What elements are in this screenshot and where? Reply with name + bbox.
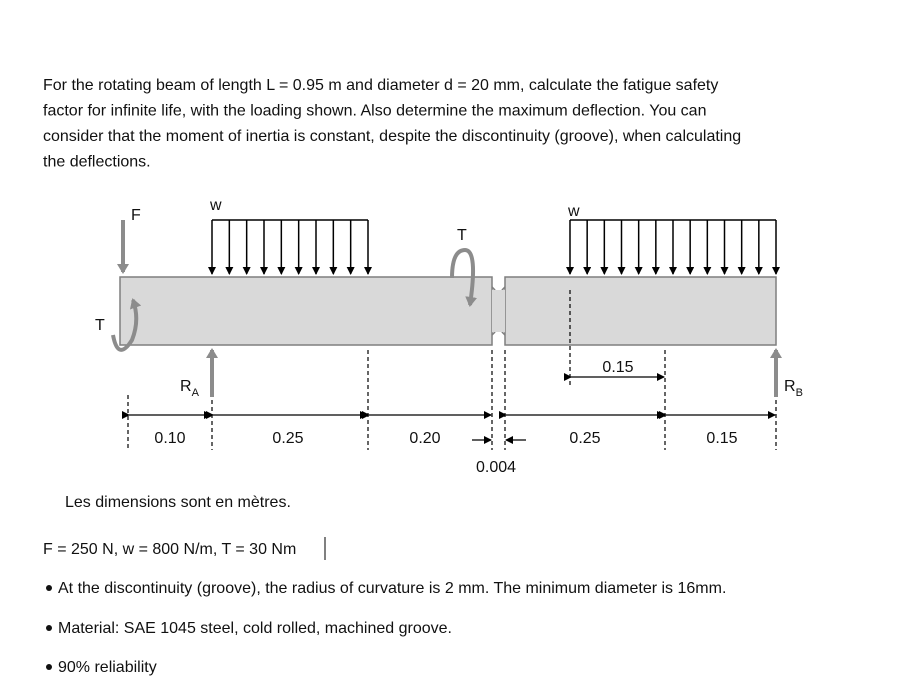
bullet-text: Material: SAE 1045 steel, cold rolled, m… (58, 620, 452, 637)
note: Les dimensions sont en mètres. (65, 494, 291, 511)
reaction-b: RB (784, 378, 803, 399)
dimension-label: 0.004 (476, 459, 516, 476)
intro-line: the deflections. (43, 154, 151, 171)
torque-right-label: T (457, 227, 467, 244)
reaction-b-label: R (784, 378, 796, 395)
intro-line: For the rotating beam of length L = 0.95… (43, 77, 718, 94)
intro: For the rotating beam of length L = 0.95… (43, 77, 741, 171)
torque-right-arrow (450, 247, 478, 307)
reaction-a: RA (180, 378, 200, 399)
dimension-label: 0.25 (272, 430, 303, 447)
intro-line: consider that the moment of inertia is c… (43, 128, 741, 145)
dimension-label: 0.20 (409, 430, 440, 447)
bullet-text: At the discontinuity (groove), the radiu… (58, 580, 726, 597)
intro-line: factor for infinite life, with the loadi… (43, 103, 706, 120)
torque-left-label: T (95, 317, 105, 334)
reaction-a-subscript: A (192, 387, 200, 399)
groove-fill (492, 290, 505, 332)
dimension-label: 0.15 (706, 430, 737, 447)
load-left-label: w (209, 197, 222, 214)
reaction-b-subscript: B (796, 387, 803, 399)
givens: F = 250 N, w = 800 N/m, T = 30 Nm (43, 541, 296, 558)
force-label: F (131, 207, 141, 224)
bullet-dot (46, 585, 52, 591)
bullets: At the discontinuity (groove), the radiu… (46, 580, 726, 676)
torque-left-arrow (111, 298, 142, 352)
bullet-dot (46, 664, 52, 670)
load-right-label: w (567, 203, 580, 220)
reaction-a-label: R (180, 378, 192, 395)
top-dimension-label: 0.15 (602, 359, 633, 376)
dimension-label: 0.10 (154, 430, 185, 447)
dimension-label: 0.25 (569, 430, 600, 447)
beam-right (504, 276, 777, 346)
beam-left (119, 276, 493, 346)
bullet-text: 90% reliability (58, 659, 157, 676)
bullet-dot (46, 625, 52, 631)
